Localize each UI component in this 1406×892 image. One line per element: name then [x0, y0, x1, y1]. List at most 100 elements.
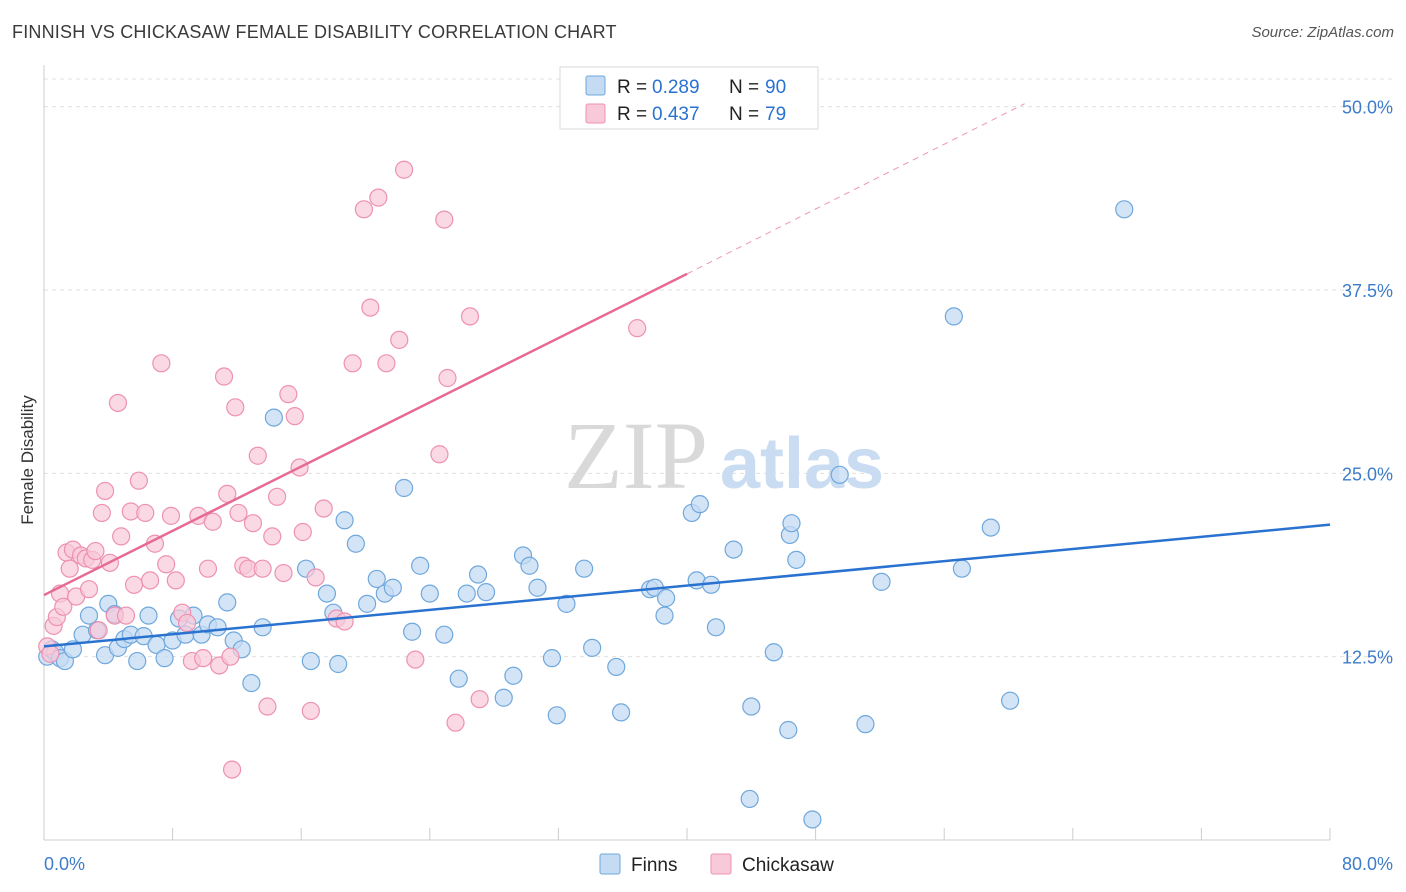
- chickasaw-point: [89, 621, 108, 640]
- finns-point: [208, 618, 227, 637]
- chickasaw-point: [430, 445, 449, 464]
- finns-point: [435, 625, 454, 644]
- chickasaw-point: [221, 647, 240, 666]
- legend-chickasaw-r-value: 0.437: [652, 104, 700, 125]
- finns-point: [830, 465, 849, 484]
- trend-lines: [43, 103, 1331, 648]
- chickasaw-point: [140, 571, 160, 590]
- finns-point: [575, 559, 594, 578]
- watermark-atlas: atlas: [720, 424, 884, 504]
- finns-point: [329, 654, 348, 674]
- chickasaw-trend-extension: [686, 103, 1025, 275]
- finns-trend-line: [43, 523, 1331, 648]
- axes: [43, 65, 1331, 841]
- chickasaw-point: [157, 555, 176, 574]
- chickasaw-point: [306, 568, 325, 587]
- chickasaw-point: [86, 541, 105, 561]
- chickasaw-point: [314, 499, 333, 518]
- chickasaw-point: [166, 571, 185, 590]
- finns-point: [611, 703, 631, 722]
- finns-point: [782, 514, 801, 533]
- chickasaw-point: [406, 650, 425, 669]
- chickasaw-point: [152, 354, 171, 373]
- chickasaw-point: [258, 697, 277, 716]
- finns-point: [557, 594, 576, 613]
- chickasaw-point: [435, 210, 454, 229]
- finns-point: [367, 569, 386, 589]
- finns-point: [1115, 200, 1134, 219]
- finns-point: [528, 578, 547, 597]
- chickasaw-point: [108, 393, 128, 413]
- finns-point: [79, 606, 99, 625]
- finns-point: [383, 578, 402, 597]
- finns-point: [394, 478, 414, 498]
- finns-point: [981, 518, 1000, 537]
- finns-point: [520, 556, 539, 575]
- finns-point: [1001, 691, 1020, 710]
- chickasaw-point: [226, 398, 245, 417]
- chickasaw-point: [279, 385, 298, 404]
- legend-finns-n-label: N =: [729, 77, 759, 98]
- source-label: Source: ZipAtlas.com: [1251, 24, 1394, 41]
- finns-point: [944, 307, 963, 326]
- chickasaw-point: [377, 354, 396, 373]
- finns-point: [607, 657, 626, 677]
- chickasaw-point: [394, 160, 414, 179]
- chickasaw-point: [628, 319, 647, 338]
- y-axis-label: Female Disability: [18, 395, 37, 525]
- chickasaw-point: [285, 407, 304, 426]
- legend-stats: R = 0.289 N = 90 R = 0.437 N = 79: [559, 66, 819, 130]
- finns-point: [742, 697, 761, 716]
- chickasaw-point: [129, 471, 148, 490]
- legend-bottom-swatch-chickasaw: [710, 853, 732, 875]
- legend-finns-r-label: R =: [617, 77, 647, 98]
- chickasaw-point: [229, 503, 248, 523]
- finns-point: [542, 649, 562, 668]
- chickasaw-point: [222, 760, 242, 779]
- chickasaw-point: [161, 506, 181, 525]
- legend-swatch-chickasaw: [585, 103, 606, 124]
- finns-point: [358, 594, 377, 613]
- finns-point: [242, 673, 261, 693]
- chickasaw-point: [214, 367, 234, 386]
- finns-point: [706, 618, 726, 637]
- legend-bottom-finns: Finns: [631, 855, 677, 876]
- chickasaw-point: [248, 446, 267, 465]
- chickasaw-point: [95, 481, 115, 501]
- chickasaw-point: [116, 606, 136, 625]
- finns-point: [872, 572, 891, 591]
- finns-point: [657, 588, 676, 608]
- finns-point: [655, 606, 674, 625]
- x-tick-label-max: 80.0%: [1342, 854, 1393, 874]
- chickasaw-point: [354, 200, 373, 219]
- finns-point: [317, 584, 337, 603]
- legend-swatch-finns: [585, 75, 606, 96]
- chickasaw-point: [274, 563, 293, 583]
- chickasaw-point: [438, 368, 457, 388]
- watermark: ZIP atlas: [564, 402, 884, 509]
- finns-point: [264, 408, 283, 427]
- chickasaw-point: [79, 580, 99, 599]
- finns-point: [403, 622, 422, 641]
- chickasaw-point: [177, 613, 197, 633]
- legend-bottom-swatch-finns: [599, 853, 621, 875]
- finns-point: [346, 534, 365, 553]
- chickasaw-point: [124, 575, 144, 594]
- chickasaw-point: [267, 487, 287, 506]
- chickasaw-point: [470, 690, 489, 709]
- chickasaw-point: [60, 559, 79, 578]
- finns-point: [583, 638, 602, 657]
- legend-chickasaw-n-label: N =: [729, 104, 759, 125]
- finns-point: [420, 584, 439, 603]
- finns-point: [690, 495, 709, 514]
- chickasaw-point: [369, 188, 388, 207]
- chickasaw-point: [343, 354, 362, 373]
- legend-finns-n-value: 90: [765, 77, 786, 98]
- chickasaw-point: [460, 307, 480, 326]
- finns-point: [547, 706, 566, 725]
- finns-point: [449, 669, 468, 688]
- y-tick-label: 12.5%: [1342, 648, 1393, 668]
- chickasaw-point: [243, 514, 263, 533]
- finns-point: [468, 565, 488, 584]
- chickasaw-point: [54, 597, 73, 616]
